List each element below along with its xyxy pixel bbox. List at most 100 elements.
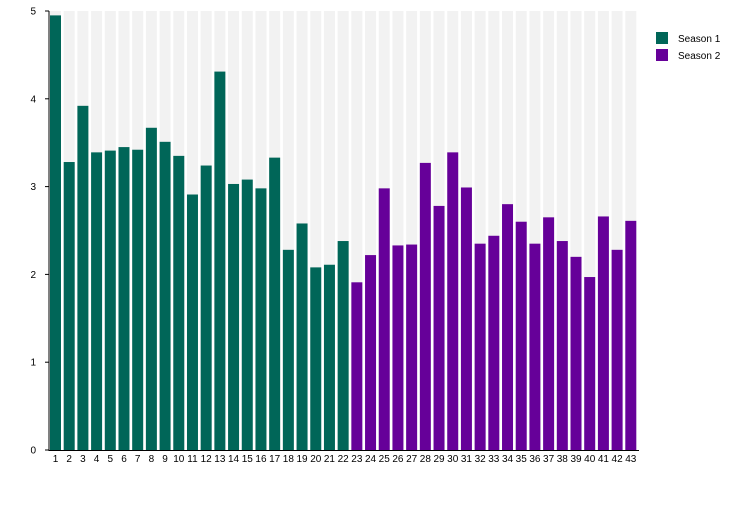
background-stripe	[474, 11, 486, 450]
bar-episode-8	[145, 127, 157, 451]
bar-episode-9	[159, 141, 171, 450]
x-tick-label: 29	[433, 454, 445, 465]
x-tick-label: 36	[529, 454, 541, 465]
x-tick-label: 20	[310, 454, 322, 465]
x-tick-label: 38	[557, 454, 569, 465]
background-stripe	[323, 11, 335, 450]
bar-episode-10	[173, 155, 185, 450]
bar-episode-24	[365, 255, 377, 450]
bar-episode-19	[296, 223, 308, 450]
x-tick-label: 1	[53, 454, 59, 465]
y-tick-label: 3	[30, 182, 36, 193]
x-tick-label: 26	[392, 454, 404, 465]
background-stripe	[310, 11, 322, 450]
bar-episode-16	[255, 188, 267, 450]
y-tick-label: 1	[30, 358, 36, 369]
bar-episode-25	[378, 188, 390, 450]
background-stripe	[365, 11, 377, 450]
x-tick-label: 22	[338, 454, 350, 465]
bar-episode-33	[488, 235, 500, 450]
bar-episode-22	[337, 241, 349, 450]
x-tick-label: 4	[94, 454, 100, 465]
bar-episode-23	[351, 282, 363, 450]
x-tick-label: 21	[324, 454, 336, 465]
x-tick-label: 13	[214, 454, 226, 465]
x-tick-label: 7	[135, 454, 141, 465]
x-tick-label: 24	[365, 454, 377, 465]
bar-episode-43	[625, 220, 637, 450]
background-stripe	[488, 11, 500, 450]
x-tick-label: 3	[80, 454, 86, 465]
x-tick-label: 42	[612, 454, 624, 465]
x-tick-label: 14	[228, 454, 240, 465]
bar-episode-29	[433, 205, 445, 450]
bar-episode-12	[200, 165, 212, 450]
x-tick-label: 33	[488, 454, 500, 465]
x-tick-label: 37	[543, 454, 555, 465]
bar-episode-3	[77, 105, 89, 450]
y-tick-label: 2	[30, 270, 36, 281]
bar-episode-6	[118, 147, 130, 450]
x-tick-label: 40	[584, 454, 596, 465]
bar-episode-5	[104, 150, 116, 451]
bar-episode-36	[529, 243, 541, 450]
bar-episode-26	[392, 245, 404, 450]
bar-episode-34	[502, 204, 514, 450]
bar-episode-11	[186, 194, 198, 450]
x-tick-label: 8	[149, 454, 155, 465]
y-tick-label: 4	[30, 94, 36, 105]
bar-episode-37	[543, 217, 555, 450]
bar-episode-27	[406, 244, 418, 450]
x-tick-label: 34	[502, 454, 514, 465]
x-tick-label: 2	[66, 454, 72, 465]
background-stripe	[392, 11, 404, 450]
bar-episode-13	[214, 71, 226, 450]
bar-episode-14	[228, 183, 240, 450]
x-tick-label: 6	[121, 454, 127, 465]
x-tick-label: 30	[447, 454, 459, 465]
x-tick-label: 43	[625, 454, 637, 465]
background-stripe	[556, 11, 568, 450]
bar-episode-1	[50, 15, 61, 450]
x-tick-label: 16	[255, 454, 267, 465]
x-tick-label: 12	[201, 454, 213, 465]
x-tick-label: 5	[108, 454, 114, 465]
bar-episode-20	[310, 267, 322, 450]
x-tick-label: 39	[570, 454, 582, 465]
bar-episode-4	[91, 152, 103, 450]
x-tick-label: 32	[475, 454, 487, 465]
x-tick-label: 19	[296, 454, 308, 465]
background-stripe	[611, 11, 623, 450]
bar-episode-35	[515, 221, 527, 450]
background-stripe	[584, 11, 596, 450]
y-tick-label: 0	[30, 446, 36, 457]
bar-episode-39	[570, 256, 582, 450]
background-stripe	[337, 11, 349, 450]
x-tick-label: 41	[598, 454, 610, 465]
x-tick-label: 35	[516, 454, 528, 465]
bar-episode-40	[584, 277, 596, 450]
bar-episode-41	[597, 216, 609, 450]
background-stripe	[351, 11, 363, 450]
x-tick-label: 10	[173, 454, 185, 465]
bar-episode-38	[556, 241, 568, 450]
x-tick-label: 15	[242, 454, 254, 465]
x-tick-label: 23	[351, 454, 363, 465]
bar-episode-32	[474, 243, 486, 450]
legend-label: Season 2	[678, 51, 721, 62]
x-tick-label: 9	[162, 454, 168, 465]
bar-episode-30	[447, 152, 459, 450]
x-tick-label: 27	[406, 454, 418, 465]
background-stripe	[406, 11, 418, 450]
y-tick-label: 5	[30, 7, 36, 18]
x-tick-label: 31	[461, 454, 473, 465]
bar-episode-17	[269, 157, 281, 450]
bar-episode-2	[63, 162, 75, 451]
legend-swatch	[656, 49, 668, 61]
legend-swatch	[656, 32, 668, 44]
background-stripe	[570, 11, 582, 450]
x-tick-label: 18	[283, 454, 295, 465]
x-tick-label: 28	[420, 454, 432, 465]
x-tick-label: 25	[379, 454, 391, 465]
